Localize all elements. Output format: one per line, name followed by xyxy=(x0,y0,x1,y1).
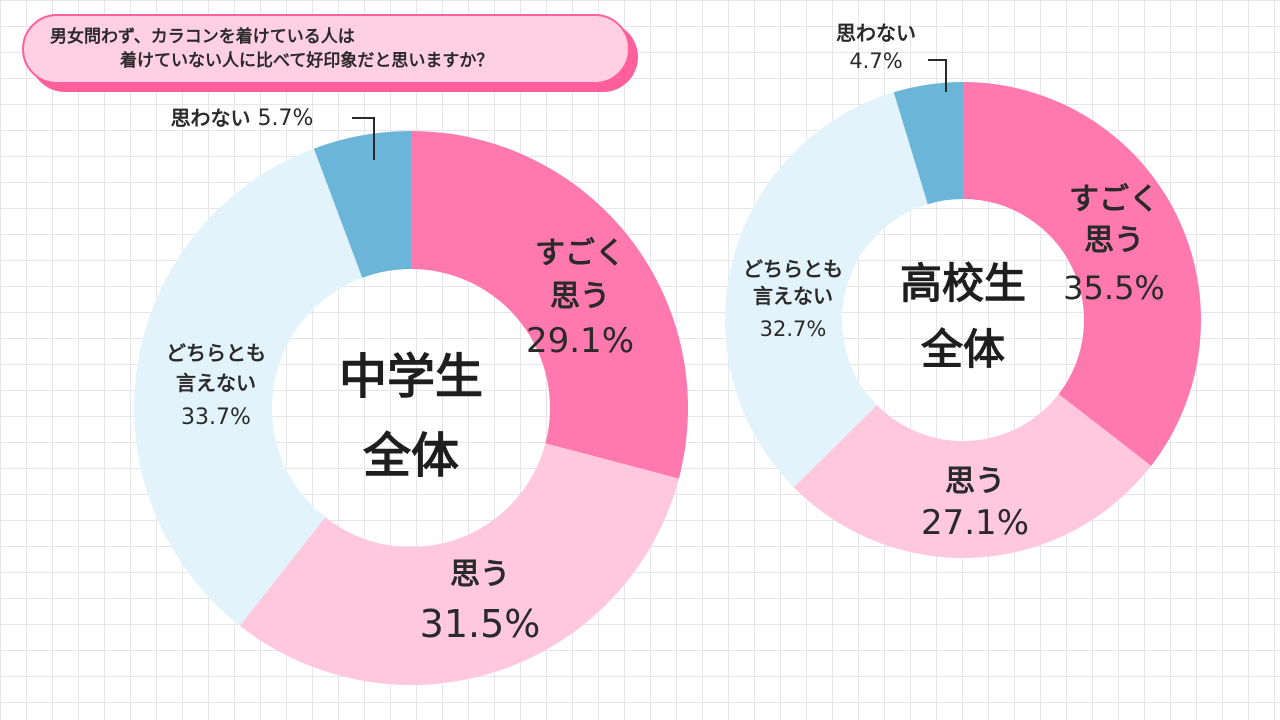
center-title-line-0-0: 中学生 xyxy=(339,349,483,405)
slice-label-0-0-line-0: すごく xyxy=(535,236,625,271)
slice-value-1-3: 4.7% xyxy=(849,49,902,73)
slice-label-1-3-line-0: 思わない xyxy=(836,21,916,45)
slice-label-0-2-line-0: どちらとも xyxy=(166,341,266,365)
slice-chart-0-0 xyxy=(411,131,689,479)
leader-line-1 xyxy=(928,59,947,92)
center-title-line-1-0: 高校生 xyxy=(900,259,1026,308)
slice-chart-1-1 xyxy=(793,394,1152,559)
slice-value-0-2: 33.7% xyxy=(181,405,251,430)
slice-chart-1-0 xyxy=(963,82,1202,466)
slice-value-1-2: 32.7% xyxy=(760,317,827,341)
center-title-line-0-1: 全体 xyxy=(362,428,459,484)
leader-line-0 xyxy=(352,117,375,160)
slice-chart-1-2 xyxy=(725,92,928,488)
question-line-2: 着けていない人に比べて好印象だと思いますか？ xyxy=(120,51,494,71)
question-line-1: 男女問わず、カラコンを着けている人は xyxy=(50,27,355,47)
slice-value-0-0: 29.1% xyxy=(526,321,634,361)
slice-chart-1-3 xyxy=(893,82,963,205)
slice-label-0-0-line-1: 思う xyxy=(550,279,610,314)
slice-label-1-1-line-0: 思う xyxy=(945,464,1005,499)
slice-label-0-1-line-0: 思う xyxy=(450,557,510,592)
slice-chart-0-3 xyxy=(313,131,411,278)
slice-value-1-1: 27.1% xyxy=(921,503,1029,543)
slice-label-1-2-line-0: どちらとも xyxy=(743,257,843,281)
question-banner: 男女問わず、カラコンを着けている人は 着けていない人に比べて好印象だと思いますか… xyxy=(22,14,630,84)
slice-label-0-2-line-1: 言えない xyxy=(176,371,256,395)
slice-chart-0-2 xyxy=(134,148,363,626)
slice-label-1-0-line-1: 思う xyxy=(1084,223,1144,258)
slice-label-1-0-line-0: すごく xyxy=(1069,182,1159,217)
center-title-line-1-1: 全体 xyxy=(920,325,1005,374)
slice-value-1-0: 35.5% xyxy=(1063,269,1165,307)
slice-label-0-3: 思わない 5.7% xyxy=(171,106,314,131)
slice-label-1-2-line-1: 言えない xyxy=(753,284,833,308)
slice-value-0-1: 31.5% xyxy=(420,602,541,646)
slice-chart-0-1 xyxy=(239,443,679,685)
